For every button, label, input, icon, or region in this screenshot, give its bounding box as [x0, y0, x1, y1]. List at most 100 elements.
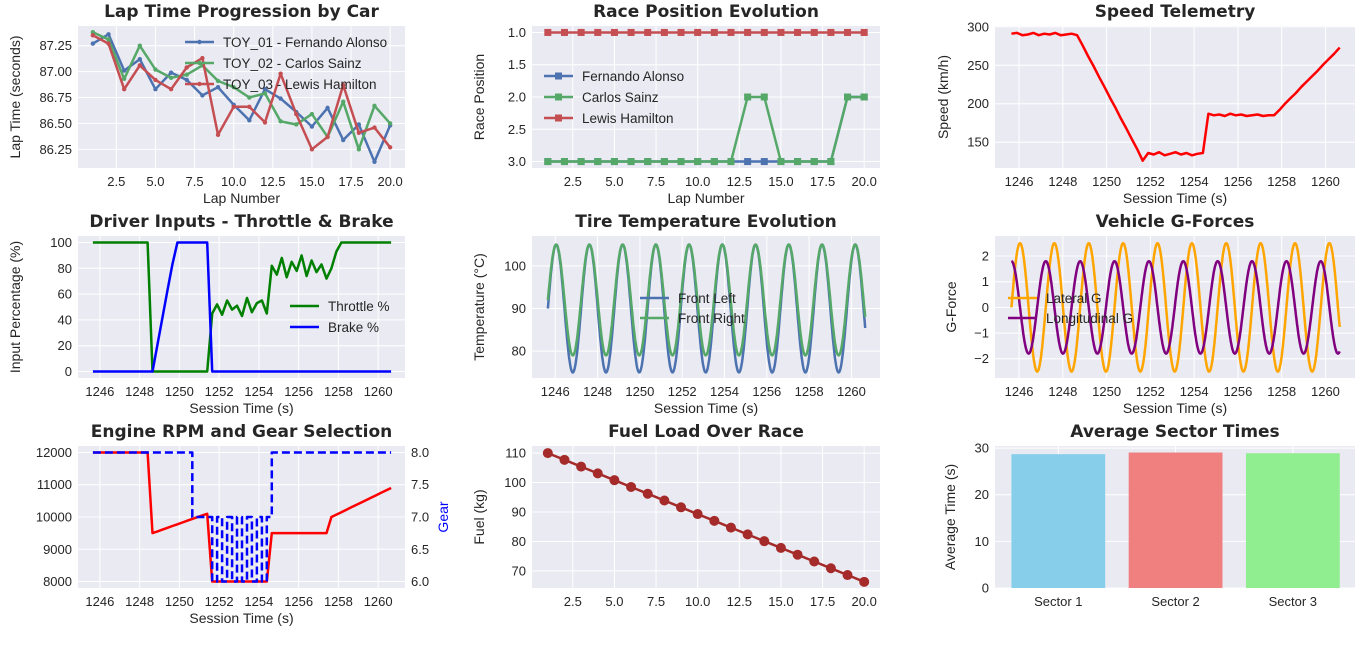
legend-marker: [555, 93, 562, 101]
data-point: [121, 76, 127, 82]
panel-lap-time: 2.5 5.0 7.5 10.0 12.5 15.0 17.5 20.0 86.25 86.50 8…: [7, 2, 405, 206]
data-point: [809, 556, 820, 567]
y2-tick-label: 8.0: [411, 445, 429, 460]
data-point: [727, 28, 735, 36]
y-tick-label: 100: [50, 235, 72, 250]
data-point: [727, 158, 735, 166]
x-tick-label: Sector 3: [1269, 594, 1317, 609]
panel-engine-rpm: 1246 1248 1250 1252 1254 1256 1258 1260 8000 9000…: [36, 422, 451, 626]
y-tick-label: 2: [982, 249, 989, 264]
legend-label: Longitudinal G: [1046, 311, 1133, 326]
data-point: [168, 87, 174, 92]
x-tick-label: Sector 2: [1151, 594, 1199, 609]
data-point: [842, 570, 853, 581]
data-point: [694, 158, 702, 166]
data-point: [710, 28, 718, 36]
data-point: [742, 529, 753, 540]
data-point: [794, 158, 802, 166]
data-point: [200, 55, 205, 61]
legend-label: Carlos Sainz: [582, 90, 659, 105]
legend: Throttle % Brake %: [290, 299, 390, 335]
data-point: [576, 461, 587, 472]
y-tick-label: 86.25: [39, 142, 72, 157]
x-tick-label: 1246: [85, 594, 114, 609]
data-point: [340, 137, 346, 143]
series-line-series-1: [92, 451, 392, 583]
data-point: [825, 563, 836, 574]
data-point: [744, 158, 752, 166]
chart-title: Fuel Load Over Race: [608, 422, 804, 442]
x-tick-label: 1256: [284, 594, 313, 609]
data-point: [659, 495, 670, 506]
x-tick-label: 1256: [1223, 384, 1252, 399]
plot-area: [78, 236, 405, 378]
x-tick-label: Sector 1: [1034, 594, 1082, 609]
y-tick-label: 0: [65, 364, 72, 379]
y-tick-label: 80: [512, 534, 526, 549]
legend-label: Throttle %: [328, 299, 390, 314]
x-tick-label: 1258: [1267, 384, 1296, 399]
y-tick-label: 12000: [36, 445, 72, 460]
x-tick-label: 1252: [1136, 174, 1165, 189]
y-tick-label: 200: [967, 96, 989, 111]
x-tick-label: 20.0: [377, 174, 402, 189]
x-tick-label: 15.0: [768, 594, 793, 609]
y-tick-label: 80: [58, 261, 72, 276]
panel-tire-temperature: 1246 1248 1250 1252 1254 1256 1258 1260 80 90 100 S…: [471, 212, 880, 416]
data-point: [610, 28, 618, 36]
y-tick-label: 80: [512, 344, 526, 359]
legend-marker: [555, 114, 562, 122]
y2-tick-label: 7.0: [411, 510, 429, 525]
legend-label: Fernando Alonso: [582, 69, 684, 84]
panel-g-forces: 1246 1248 1250 1252 1254 1256 1258 1260 −2 −1 0 1 2 S…: [943, 212, 1355, 416]
y-axis-label: Temperature (°C): [471, 253, 487, 361]
data-point: [694, 28, 702, 36]
data-point: [744, 28, 752, 36]
data-point: [294, 111, 299, 117]
data-point: [760, 28, 768, 36]
data-point: [340, 99, 346, 104]
y-axis-label: Lap Time (seconds): [7, 36, 23, 159]
data-point: [844, 93, 852, 101]
panel-driver-inputs: 1246 1248 1250 1252 1254 1256 1258 1260 0 20 40 60 8…: [7, 212, 405, 416]
data-point: [759, 536, 770, 547]
y2-tick-label: 7.5: [411, 477, 429, 492]
y-axis-label: Input Percentage (%): [7, 241, 23, 373]
chart-title: Vehicle G-Forces: [1096, 212, 1255, 232]
data-point: [137, 56, 143, 62]
series-line-series-0: [1011, 31, 1341, 162]
x-tick-label: 1256: [1223, 174, 1252, 189]
chart-title: Engine RPM and Gear Selection: [91, 422, 393, 442]
x-tick-label: 1260: [837, 384, 866, 399]
y-tick-label: 0: [982, 581, 989, 596]
x-tick-label: 1254: [244, 594, 273, 609]
data-point: [577, 28, 585, 36]
legend-marker: [555, 72, 562, 80]
data-point: [627, 158, 635, 166]
data-point: [168, 70, 174, 75]
bar-sector-1: [1011, 454, 1106, 588]
y-tick-label: 86.50: [39, 116, 72, 131]
plot-marks: [1010, 241, 1341, 373]
plot-area: [532, 236, 880, 378]
data-point: [387, 145, 393, 150]
data-point: [594, 158, 602, 166]
data-point: [184, 65, 189, 70]
data-point: [677, 28, 685, 36]
data-point: [309, 147, 315, 152]
chart-title: Lap Time Progression by Car: [104, 2, 379, 22]
data-point: [153, 87, 158, 92]
plot-marks: [90, 30, 393, 164]
data-point: [542, 448, 553, 459]
x-tick-label: 1248: [125, 594, 154, 609]
chart-title: Speed Telemetry: [1095, 2, 1256, 22]
data-point: [577, 158, 585, 166]
data-point: [247, 118, 252, 123]
data-point: [644, 28, 652, 36]
data-point: [262, 87, 268, 92]
x-tick-label: 1252: [205, 594, 234, 609]
series-line-front-right: [546, 243, 867, 357]
data-point: [860, 28, 868, 36]
y-tick-label: 87.00: [39, 64, 72, 79]
